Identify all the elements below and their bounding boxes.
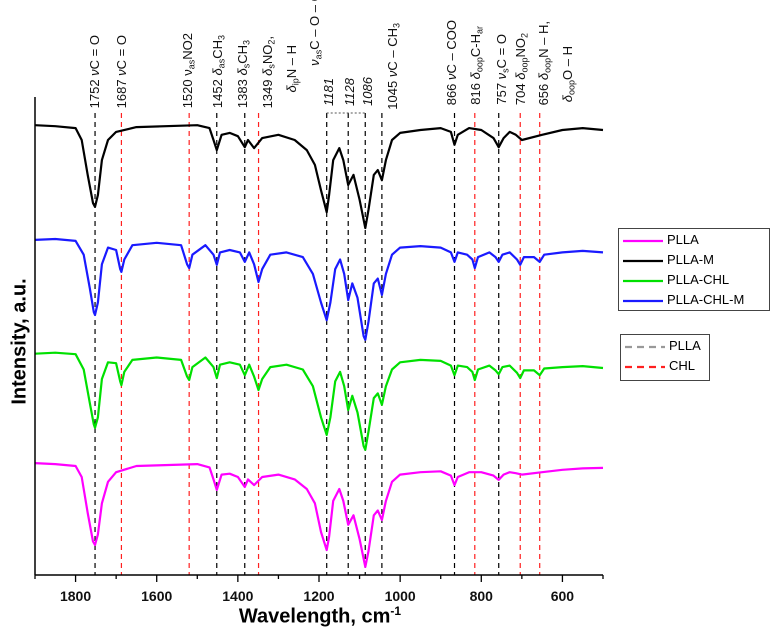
legend-swatch (623, 239, 663, 243)
peak-annotation: 704 δoopNO2 (513, 32, 530, 105)
legend-item: PLLA (621, 336, 709, 356)
peak-annotation: 1383 δsCH3 (235, 39, 252, 108)
legend-swatch (623, 279, 663, 283)
legend-swatch (623, 299, 663, 303)
x-tick-label: 1200 (303, 588, 334, 604)
x-tick-label: 1000 (385, 588, 416, 604)
series-line-plla-chl-m (34, 237, 604, 341)
legend-label: PLLA-CHL (667, 272, 730, 287)
peak-annotation: 1349 δsNO2, (260, 35, 277, 108)
x-axis-label-text: Wavelength, cm (238, 605, 391, 628)
legend-swatch (625, 345, 665, 349)
peak-annotation: δipN – H (284, 44, 301, 92)
peak-annotation: 1520 νasNO2 (180, 32, 197, 108)
peak-annotation: δoopO – H (560, 45, 577, 102)
legend-item: PLLA (619, 230, 769, 250)
x-tick-label: 1800 (60, 588, 91, 604)
x-tick-label: 800 (470, 588, 494, 604)
reference-legend: PLLA CHL (620, 334, 710, 381)
legend-label: PLLA (667, 232, 699, 247)
legend-label: CHL (669, 358, 696, 373)
series-line-plla-m (34, 124, 604, 230)
legend-item: PLLA-CHL (619, 270, 769, 290)
legend-item: CHL (621, 356, 709, 376)
peak-annotation: 1128 (342, 78, 357, 106)
legend-swatch (625, 365, 665, 369)
peak-annotation: 1687 νC = O (114, 34, 129, 108)
peak-annotation: 1045 νC – CH3 (385, 23, 402, 110)
y-axis-label: Intensity, a.u. (8, 278, 31, 405)
series-line-plla-chl (34, 351, 604, 451)
x-tick-label: 600 (551, 588, 575, 604)
peak-annotation: 1086 (360, 77, 375, 106)
peak-annotation: 1452 δasCH3 (210, 34, 227, 108)
x-tick-label: 1600 (141, 588, 172, 604)
peak-annotation: 816 δoopC-Har (468, 26, 485, 105)
legend-swatch (623, 259, 663, 263)
x-axis-label: Wavelength, cm-1 (0, 604, 640, 629)
peak-annotation: 1752 νC = O (87, 34, 102, 108)
legend-item: PLLA-M (619, 250, 769, 270)
peak-annotation: 656 δoopN – H, (536, 20, 553, 105)
x-axis-label-superscript: -1 (390, 604, 402, 618)
peak-annotation: 866 νC – COO (444, 19, 459, 105)
peak-annotation: 757 νsC = O (494, 34, 511, 105)
legend-label: PLLA-M (667, 252, 714, 267)
series-legend: PLLA PLLA-M PLLA-CHL PLLA-CHL-M (618, 228, 770, 311)
legend-label: PLLA (669, 338, 701, 353)
peak-annotation: νasC – O – C (307, 0, 324, 66)
legend-label: PLLA-CHL-M (667, 292, 745, 307)
x-tick-label: 1400 (222, 588, 253, 604)
legend-item: PLLA-CHL-M (619, 290, 769, 310)
peak-annotation: 1181 (321, 78, 336, 106)
series-line-plla (34, 462, 604, 568)
